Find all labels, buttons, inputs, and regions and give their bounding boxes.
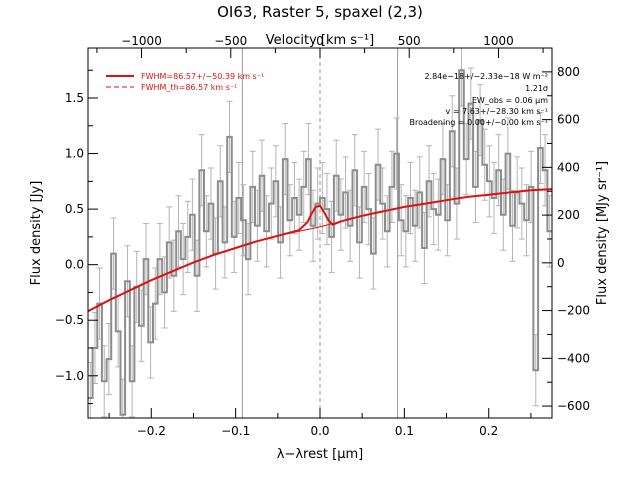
x-tick-label: 0.1 [395,424,414,438]
right-y-tick-label: 400 [557,160,580,174]
y-axis-label-left: Flux density [Jy] [29,181,44,286]
fit-line [87,188,553,313]
fit-series [87,188,553,313]
left-tick-labels: −1.0 −0.5 0.0 0.5 1.0 1.5 [55,91,84,383]
x-tick-label: −0.2 [137,424,166,438]
axis-ticks [88,48,552,418]
fit-annotations: 2.84e−18+/−2.33e−18 W m⁻² 1.21σ EW_obs =… [410,72,549,127]
annotation-broadening: Broadening = 0.00+/−0.00 km s⁻¹ [410,118,548,127]
spectrum-line [88,69,552,416]
right-y-tick-label: 0 [557,256,565,270]
spectrum-series [88,69,552,416]
top-x-tick-label: −1000 [121,34,162,48]
x-tick-label: 0.2 [479,424,498,438]
x-tick-label: 0.0 [310,424,329,438]
reference-lines [241,48,399,418]
right-y-tick-label: −400 [557,351,590,365]
top-x-tick-label: −500 [214,34,247,48]
right-y-tick-label: 600 [557,113,580,127]
top-x-axis-label: Velocity [km s⁻¹] [266,33,374,48]
x-tick-label: −0.1 [221,424,250,438]
right-y-tick-label: −200 [557,304,590,318]
y-tick-label: −0.5 [55,313,84,327]
right-y-tick-label: −600 [557,399,590,413]
right-tick-labels: −600 −400 −200 0 200 400 600 800 [557,65,590,413]
chart-title: OI63, Raster 5, spaxel (2,3) [217,3,423,21]
y-tick-label: −1.0 [55,369,84,383]
y-tick-label: 0.0 [65,258,84,272]
annotation-flux: 2.84e−18+/−2.33e−18 W m⁻² [424,72,548,81]
bottom-tick-labels: −0.2 −0.1 0.0 0.1 0.2 [137,424,499,438]
top-tick-labels: −1000 −500 0 500 1000 [121,34,513,48]
top-x-tick-label: 1000 [483,34,514,48]
annotation-velocity: v = 7.63+/−28.30 km s⁻¹ [446,107,548,116]
y-tick-label: 1.5 [65,91,84,105]
y-axis-label-right: Flux density [MJy sr⁻¹] [595,161,610,305]
right-y-tick-label: 200 [557,208,580,222]
annotation-ew: EW_obs = 0.06 μm [472,96,548,105]
y-tick-label: 1.0 [65,147,84,161]
x-axis-label: λ−λrest [μm] [277,447,363,462]
y-tick-label: 0.5 [65,202,84,216]
top-x-tick-label: 500 [398,34,421,48]
legend-label-fwhm: FWHM=86.57+/−50.39 km s⁻¹ [141,72,264,81]
legend-label-fwhm-th: FWHM_th=86.57 km s⁻¹ [141,83,237,92]
top-x-tick-label: 0 [316,34,324,48]
right-y-tick-label: 800 [557,65,580,79]
annotation-sigma: 1.21σ [525,84,548,93]
legend: FWHM=86.57+/−50.39 km s⁻¹ FWHM_th=86.57 … [106,72,264,92]
